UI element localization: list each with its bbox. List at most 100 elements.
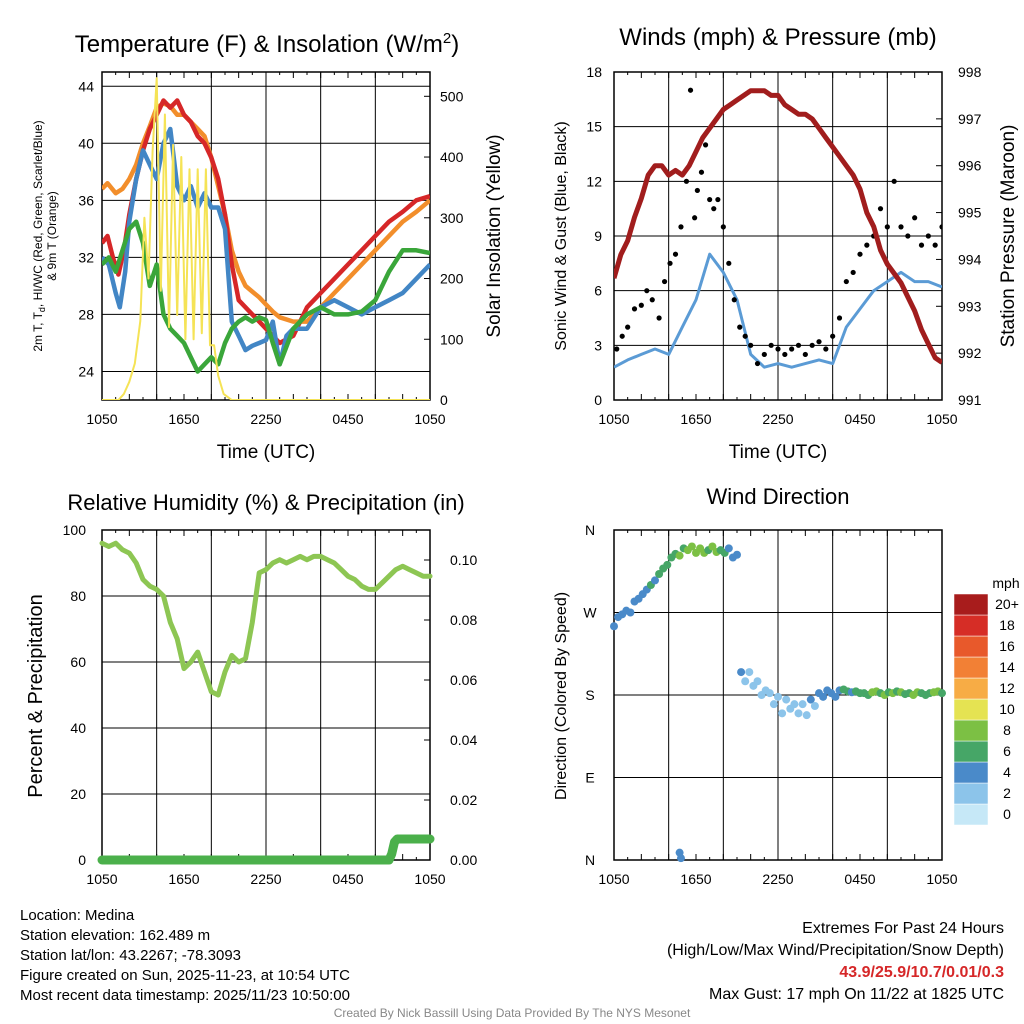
gust-point	[726, 260, 732, 266]
gust-point	[925, 233, 931, 239]
chart-title: Temperature (F) & Insolation (W/m2)	[75, 30, 459, 58]
x-tick-label: 1050	[926, 871, 957, 887]
gust-point	[692, 215, 698, 221]
direction-point	[626, 608, 635, 617]
y2-tick-label: 0.02	[450, 792, 477, 808]
gust-point	[694, 187, 700, 194]
y2-tick-label: 200	[440, 271, 464, 287]
x-tick-label: 1650	[168, 871, 199, 887]
gust-point	[731, 297, 737, 303]
panel-2: 1050 1650 2250 0450 1050 0 3 6 9 12 15 18 991 992 993 9…	[553, 24, 1019, 463]
legend-swatch	[953, 614, 989, 637]
x-tick-label: 0450	[332, 871, 363, 887]
y2-tick-label: 998	[958, 64, 982, 80]
y-tick-label: N	[585, 522, 595, 538]
y2-tick-label: 997	[958, 111, 982, 127]
y-axis-label: Direction (Colored By Speed)	[553, 592, 570, 800]
y2-tick-label: 0.06	[450, 672, 477, 688]
direction-point	[810, 702, 819, 710]
y2-tick-label: 0.08	[450, 612, 477, 628]
y-tick-label: 3	[594, 337, 602, 353]
legend-label: 0	[1003, 806, 1011, 822]
y2-tick-label: 992	[958, 345, 982, 361]
direction-point	[819, 692, 828, 701]
y2-tick-label: 0.10	[450, 552, 477, 568]
y-tick-label: 0	[594, 392, 602, 408]
series-line-sonic-wind	[614, 252, 942, 369]
y-tick-label: 0	[78, 852, 86, 868]
station-info: Location: Medina Station elevation: 162.…	[20, 906, 350, 1006]
y2-tick-label: 996	[958, 158, 982, 174]
y2-tick-label: 300	[440, 210, 464, 226]
series-line-relative-humidity	[99, 540, 433, 698]
latlon-text: Station lat/lon: 43.2267; -78.3093	[20, 947, 242, 964]
gust-point	[802, 351, 808, 358]
x-tick-label: 1650	[680, 871, 711, 887]
y-tick-label: S	[585, 687, 594, 703]
ylabel-cont: , HI/WC (Red, Green, Scarlet/Blue)	[31, 120, 45, 307]
direction-point	[676, 854, 685, 863]
legend-swatch	[953, 635, 989, 658]
direction-point	[651, 576, 659, 585]
gust-point	[795, 342, 802, 348]
y-axis-label: Percent & Precipitation	[25, 594, 47, 797]
direction-point	[774, 692, 782, 701]
y-tick-label: 9	[594, 228, 602, 244]
gust-point	[864, 242, 870, 248]
direction-point	[798, 700, 807, 709]
gust-point	[754, 360, 761, 367]
direction-point	[769, 700, 778, 709]
gust-point	[768, 342, 774, 348]
gust-point	[782, 351, 788, 358]
legend-swatch	[953, 593, 989, 616]
gust-point	[715, 196, 721, 203]
series-line-hi-wc	[102, 126, 430, 367]
direction-point	[790, 700, 799, 709]
gust-point	[619, 333, 625, 339]
y2-tick-label: 100	[440, 331, 464, 347]
gust-point	[678, 224, 684, 230]
gust-point	[644, 288, 650, 294]
direction-point	[802, 711, 811, 720]
y2-axis-label: Solar Insolation (Yellow)	[484, 134, 505, 337]
y2-axis-label: Station Pressure (Maroon)	[998, 125, 1019, 348]
extremes-subtitle: (High/Low/Max Wind/Precipitation/Snow De…	[666, 942, 1004, 959]
gust-point	[857, 251, 863, 257]
direction-point	[737, 668, 746, 677]
gust-point	[836, 315, 843, 321]
gust-point	[843, 278, 849, 285]
gust-point	[905, 233, 911, 239]
gust-point	[661, 278, 668, 285]
direction-point	[782, 695, 791, 704]
gust-point	[698, 169, 705, 175]
y-tick-label: 36	[78, 192, 94, 208]
y-axis-label: 2m T, Td, HI/WC (Red, Green, Scarlet/Blu…	[31, 120, 47, 351]
gust-point	[649, 297, 655, 303]
y-tick-label: E	[585, 770, 594, 786]
direction-point	[610, 622, 618, 631]
y-axis-label-2: & 9m T (Orange)	[45, 191, 59, 281]
y-tick-label: 80	[70, 588, 86, 604]
gust-point	[918, 242, 925, 248]
legend-swatch	[953, 740, 989, 763]
y-tick-label: 28	[78, 306, 94, 322]
panel-1: 1050 1650 2250 0450 1050 24 28 32 36 40 44 0 100 200 3…	[31, 30, 505, 463]
y2-tick-label: 0	[440, 392, 448, 408]
direction-point	[745, 668, 754, 677]
series-line-precipitation	[97, 834, 435, 865]
elevation-text: Station elevation: 162.489 m	[20, 927, 211, 944]
gust-point	[720, 224, 726, 230]
gust-point	[625, 324, 631, 330]
gust-point	[761, 351, 767, 358]
extremes-values: 43.9/25.9/10.7/0.01/0.3	[839, 964, 1004, 981]
legend-label: 16	[999, 638, 1015, 654]
direction-point	[765, 689, 774, 698]
gust-point	[830, 333, 836, 339]
legend-label: 8	[1003, 722, 1011, 738]
direction-point	[938, 689, 946, 698]
y-tick-label: 32	[78, 249, 94, 265]
y-tick-label: N	[585, 852, 595, 868]
direction-point	[753, 677, 762, 686]
gust-point	[912, 215, 918, 221]
